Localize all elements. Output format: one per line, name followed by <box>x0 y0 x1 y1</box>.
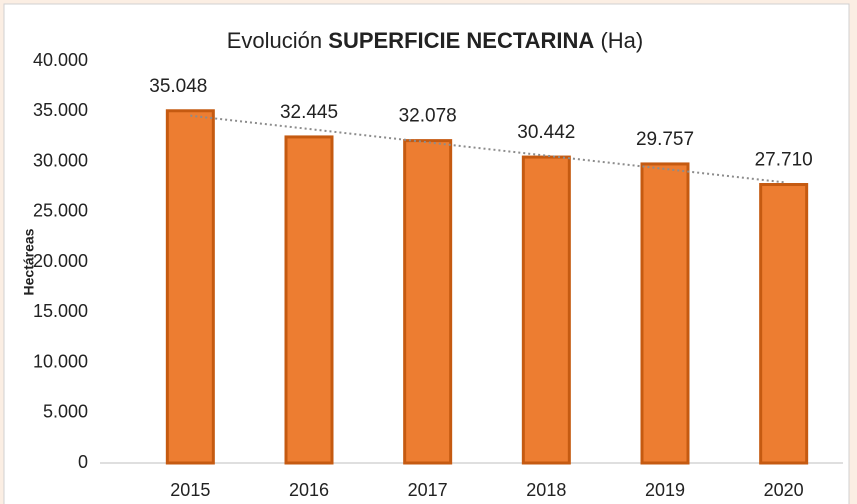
bar <box>640 162 690 465</box>
bar <box>165 109 215 465</box>
title-part: SUPERFICIE NECTARINA <box>328 28 594 53</box>
chart-title: Evolución SUPERFICIE NECTARINA (Ha) <box>227 28 643 53</box>
y-axis-title: Hectáreas <box>21 228 37 295</box>
x-tick-label: 2020 <box>764 480 804 500</box>
x-tick-label: 2018 <box>526 480 566 500</box>
y-tick-label: 35.000 <box>33 100 88 120</box>
value-label: 32.078 <box>399 106 457 127</box>
bar <box>403 139 453 465</box>
bar <box>759 183 809 465</box>
title-part: (Ha) <box>600 28 643 53</box>
x-tick-label: 2016 <box>289 480 329 500</box>
y-tick-label: 20.000 <box>33 251 88 271</box>
y-tick-label: 40.000 <box>33 50 88 70</box>
y-tick-label: 15.000 <box>33 301 88 321</box>
value-label: 27.710 <box>755 150 813 171</box>
y-tick-label: 30.000 <box>33 150 88 170</box>
x-tick-label: 2019 <box>645 480 685 500</box>
y-tick-label: 10.000 <box>33 351 88 371</box>
y-tick-label: 0 <box>78 452 88 472</box>
x-tick-label: 2017 <box>408 480 448 500</box>
x-tick-label: 2015 <box>170 480 210 500</box>
y-tick-label: 5.000 <box>43 402 88 422</box>
y-tick-label: 25.000 <box>33 201 88 221</box>
value-label: 35.048 <box>149 76 207 97</box>
bar <box>284 135 334 465</box>
title-part: Evolución <box>227 28 322 53</box>
bar <box>521 155 571 465</box>
value-label: 30.442 <box>517 122 575 143</box>
value-label: 32.445 <box>280 102 338 123</box>
value-label: 29.757 <box>636 129 694 150</box>
